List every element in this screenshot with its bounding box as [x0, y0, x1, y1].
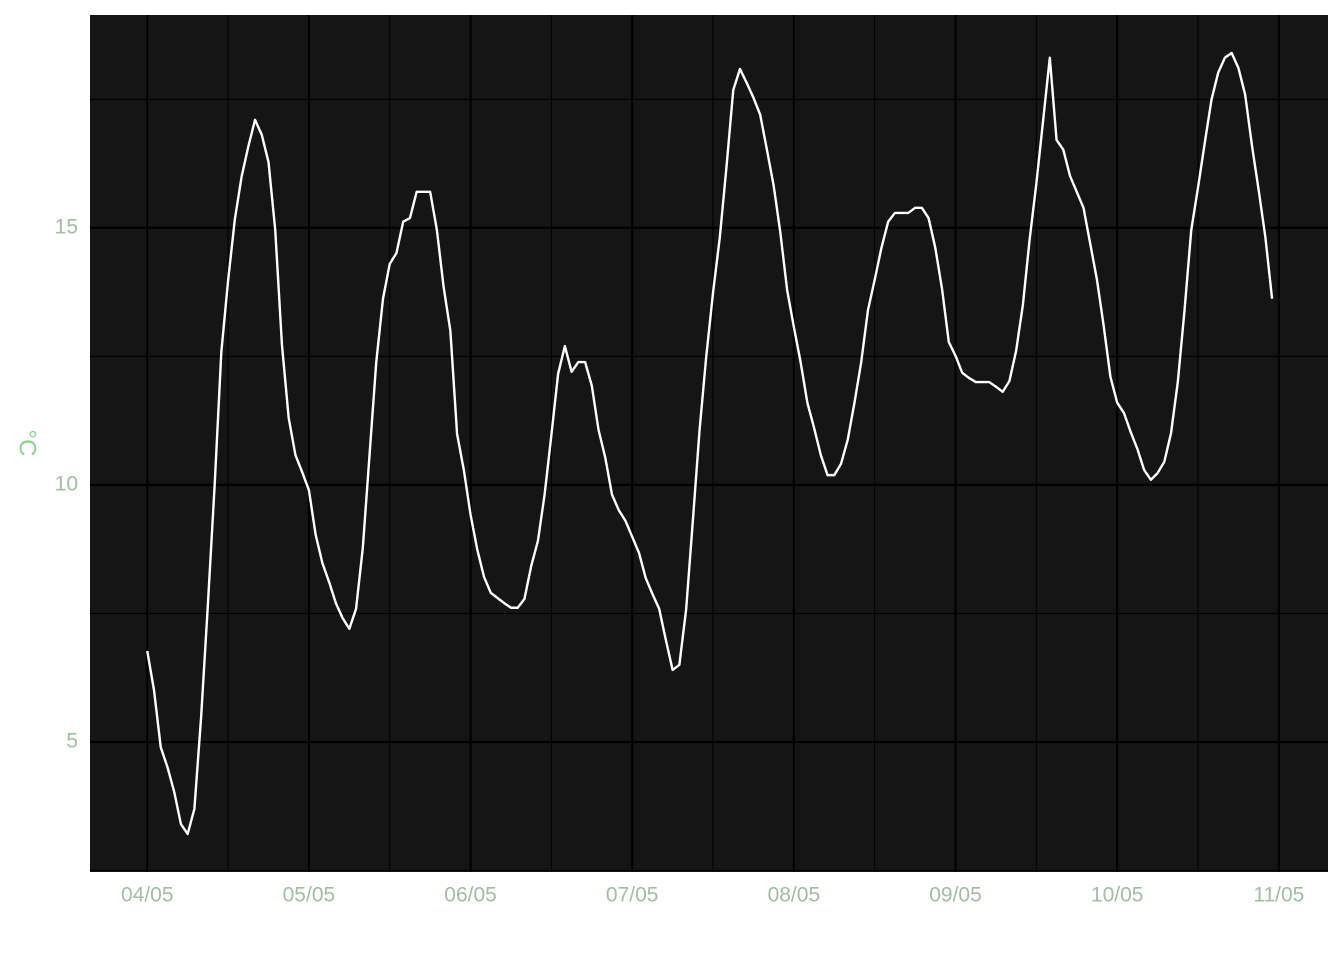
x-tick-label: 08/05 — [768, 884, 821, 907]
x-tick-label: 07/05 — [606, 884, 659, 907]
x-tick-label: 09/05 — [929, 884, 982, 907]
y-axis-label: °C — [14, 430, 41, 457]
x-tick-label: 04/05 — [121, 884, 174, 907]
y-tick-label: 5 — [66, 729, 78, 752]
y-tick-label: 15 — [55, 215, 78, 238]
x-tick-label: 06/05 — [444, 884, 497, 907]
x-tick-label: 05/05 — [283, 884, 336, 907]
plot-background — [90, 15, 1328, 872]
x-tick-label: 11/05 — [1253, 884, 1304, 907]
x-tick-label: 10/05 — [1091, 884, 1144, 907]
y-tick-label: 10 — [55, 472, 78, 495]
data-line — [146, 51, 1274, 836]
